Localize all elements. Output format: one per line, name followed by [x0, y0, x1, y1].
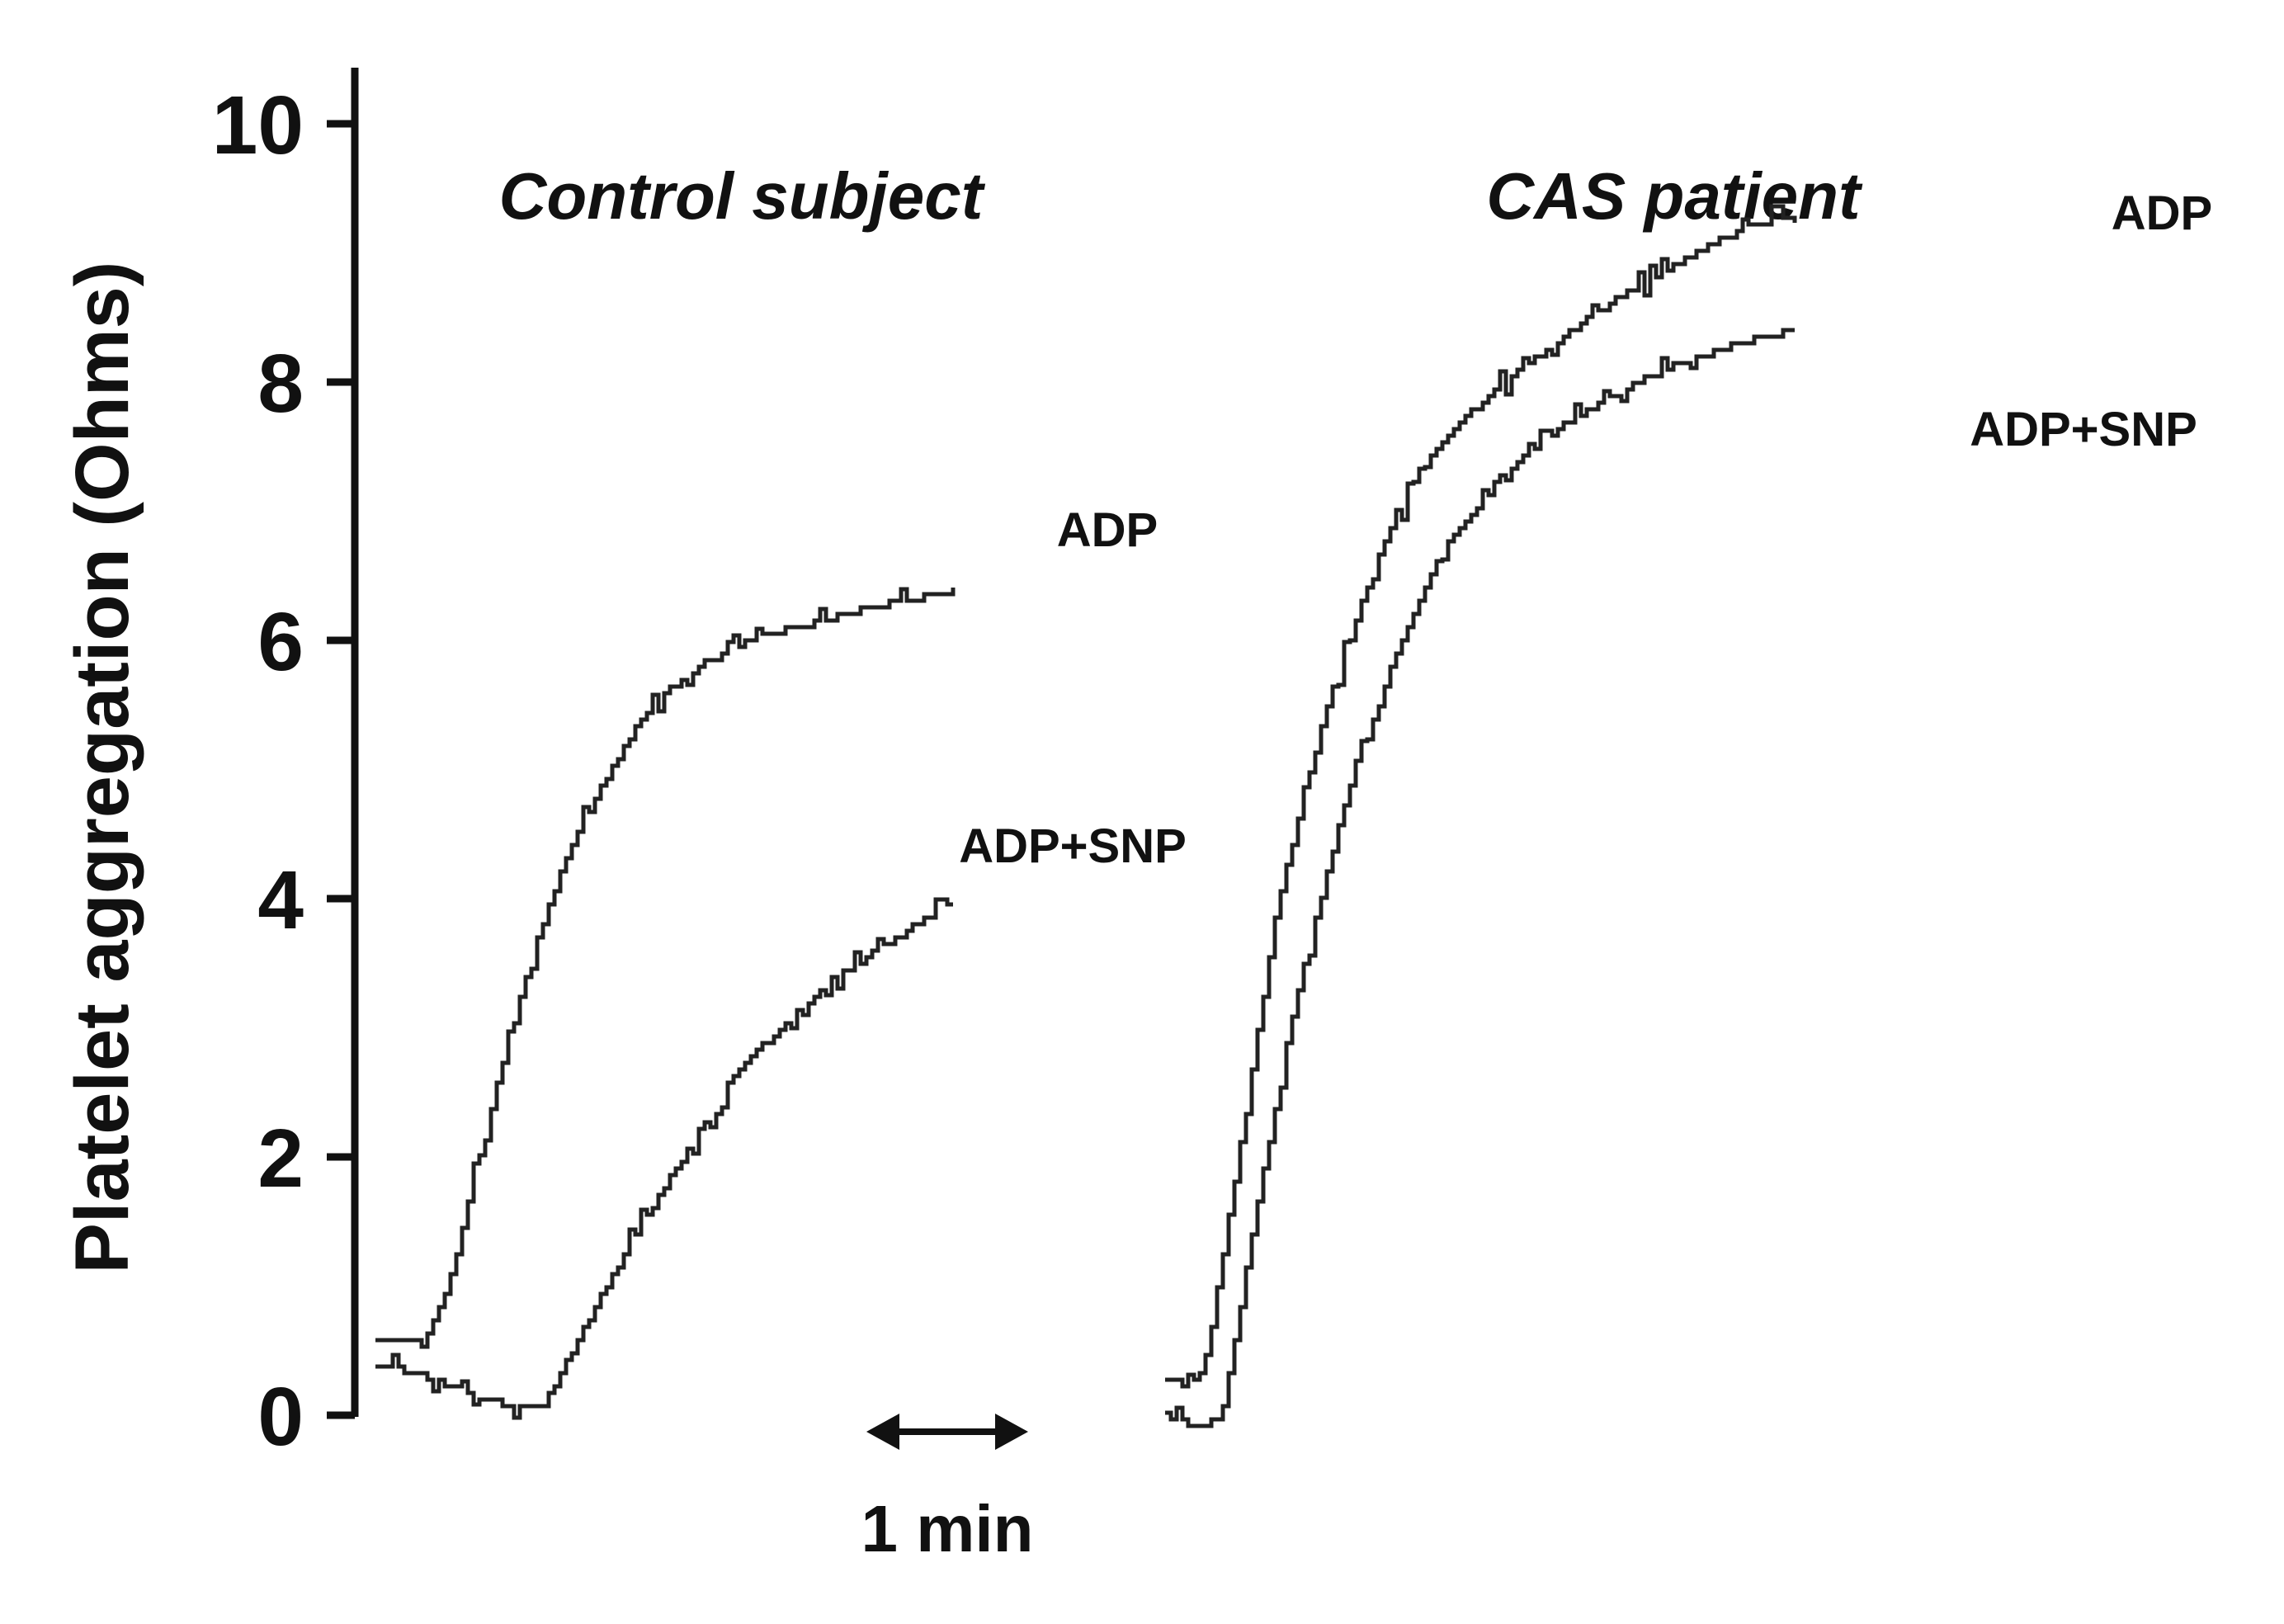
panels: Control subject ADP ADP+SNP CAS patient ADP A…: [375, 159, 2212, 1428]
y-tick-label: 0: [257, 1371, 304, 1463]
y-axis: 0 2 4 6 8 10: [212, 68, 359, 1463]
series-label: ADP: [1057, 503, 1158, 557]
time-scale-bar: 1 min: [861, 1414, 1034, 1565]
series-trace: [375, 897, 953, 1420]
y-tick-label: 8: [257, 338, 304, 430]
panel: Control subject ADP ADP+SNP: [375, 159, 1187, 1420]
y-tick-label: 2: [257, 1112, 304, 1205]
series-trace: [1165, 328, 1795, 1428]
series-trace: [1165, 204, 1797, 1389]
panel-title: CAS patient: [1486, 159, 1863, 233]
panel: CAS patient ADP ADP+SNP: [1165, 159, 2212, 1428]
y-tick-label: 4: [257, 854, 304, 947]
panel-title: Control subject: [499, 159, 986, 233]
series-label: ADP: [2112, 186, 2212, 240]
series-trace: [375, 587, 956, 1349]
arrow-right-icon: [995, 1414, 1028, 1450]
series-label: ADP+SNP: [1970, 403, 2197, 456]
y-axis-label: Platelet aggregation (Ohms): [60, 262, 144, 1274]
y-tick-label: 10: [212, 79, 304, 172]
y-tick-label: 6: [257, 596, 304, 688]
scale-bar-label: 1 min: [861, 1492, 1034, 1565]
arrow-left-icon: [866, 1414, 899, 1450]
series-label: ADP+SNP: [959, 819, 1187, 873]
